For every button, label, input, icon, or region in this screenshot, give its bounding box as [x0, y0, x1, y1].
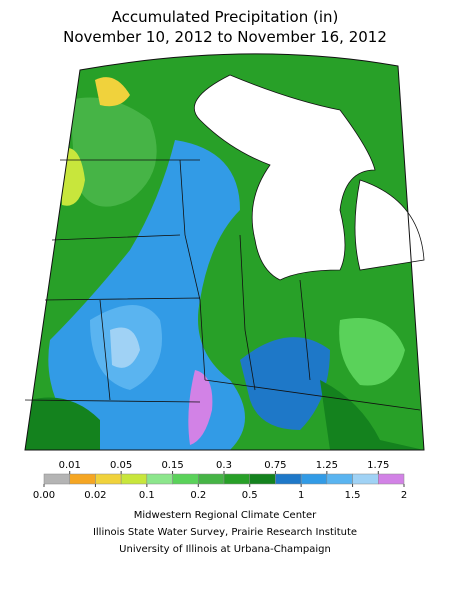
legend-tick-label: 0.75 [264, 460, 286, 471]
legend-swatch [146, 473, 173, 485]
legend-tick-label: 0.00 [33, 490, 55, 501]
legend-tick-label: 0.2 [190, 490, 206, 501]
legend-tick-label: 1.75 [367, 460, 389, 471]
legend-tick-label: 0.15 [161, 460, 183, 471]
legend-tick-label: 0.5 [242, 490, 258, 501]
credit-line: Illinois State Water Survey, Prairie Res… [93, 527, 357, 538]
legend-tick-label: 0.02 [84, 490, 106, 501]
legend-swatch [223, 473, 250, 485]
legend-tick-label: 0.1 [139, 490, 155, 501]
legend: 0.00 0.01 0.02 0.05 0.1 0.15 0.2 0.3 0.5 0.75 1 1.2… [33, 460, 407, 501]
legend-swatch [95, 473, 122, 485]
legend-swatch [249, 473, 276, 485]
legend-swatch [300, 473, 328, 485]
legend-swatch [352, 473, 379, 485]
legend-tick-label: 0.01 [59, 460, 81, 471]
legend-tick-label: 2 [401, 490, 407, 501]
legend-tick-label: 1.25 [316, 460, 338, 471]
credit-line: University of Illinois at Urbana-Champai… [119, 544, 331, 555]
legend-swatch [198, 473, 225, 485]
legend-swatch [378, 473, 405, 485]
legend-swatch [120, 473, 148, 485]
legend-swatch [172, 473, 199, 485]
precip-map [24, 53, 425, 451]
credit-line: Midwestern Regional Climate Center [134, 510, 317, 521]
legend-swatch [69, 473, 96, 485]
legend-tick-label: 1.5 [345, 490, 361, 501]
legend-swatch [326, 473, 353, 485]
legend-tick-label: 0.05 [110, 460, 132, 471]
title-line: November 10, 2012 to November 16, 2012 [63, 28, 387, 46]
legend-tick-label: 1 [298, 490, 304, 501]
legend-swatch [43, 473, 70, 485]
title-line: Accumulated Precipitation (in) [112, 8, 339, 26]
legend-tick-label: 0.3 [216, 460, 232, 471]
legend-swatch [275, 473, 302, 485]
